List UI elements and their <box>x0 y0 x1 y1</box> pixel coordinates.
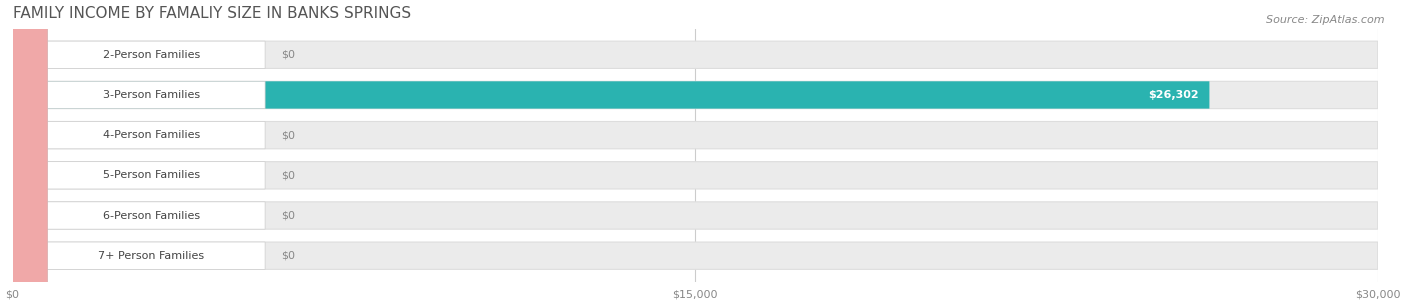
FancyBboxPatch shape <box>13 81 1378 109</box>
Circle shape <box>11 0 46 305</box>
FancyBboxPatch shape <box>13 121 266 149</box>
FancyBboxPatch shape <box>13 162 30 189</box>
Text: $0: $0 <box>281 170 295 180</box>
Circle shape <box>11 0 46 305</box>
Text: 4-Person Families: 4-Person Families <box>103 130 200 140</box>
FancyBboxPatch shape <box>13 202 30 229</box>
Text: 2-Person Families: 2-Person Families <box>103 50 200 60</box>
Text: $26,302: $26,302 <box>1147 90 1198 100</box>
Text: $0: $0 <box>281 50 295 60</box>
Circle shape <box>11 0 46 305</box>
Text: $0: $0 <box>281 130 295 140</box>
FancyBboxPatch shape <box>13 162 266 189</box>
FancyBboxPatch shape <box>13 41 1378 68</box>
Text: 3-Person Families: 3-Person Families <box>103 90 200 100</box>
FancyBboxPatch shape <box>13 162 1378 189</box>
FancyBboxPatch shape <box>13 41 30 68</box>
FancyBboxPatch shape <box>13 121 1378 149</box>
FancyBboxPatch shape <box>13 121 30 149</box>
Text: $0: $0 <box>281 210 295 221</box>
Text: 6-Person Families: 6-Person Families <box>103 210 200 221</box>
FancyBboxPatch shape <box>13 81 266 109</box>
FancyBboxPatch shape <box>13 242 266 269</box>
Text: Source: ZipAtlas.com: Source: ZipAtlas.com <box>1267 15 1385 25</box>
FancyBboxPatch shape <box>13 41 266 68</box>
Circle shape <box>11 0 46 305</box>
FancyBboxPatch shape <box>13 242 30 269</box>
Text: FAMILY INCOME BY FAMALIY SIZE IN BANKS SPRINGS: FAMILY INCOME BY FAMALIY SIZE IN BANKS S… <box>13 5 411 20</box>
Text: $0: $0 <box>281 251 295 261</box>
FancyBboxPatch shape <box>13 81 1209 109</box>
FancyBboxPatch shape <box>13 202 1378 229</box>
FancyBboxPatch shape <box>13 202 266 229</box>
FancyBboxPatch shape <box>13 242 1378 269</box>
Circle shape <box>11 0 46 305</box>
Text: 5-Person Families: 5-Person Families <box>103 170 200 180</box>
Text: 7+ Person Families: 7+ Person Families <box>98 251 204 261</box>
Circle shape <box>11 0 46 305</box>
